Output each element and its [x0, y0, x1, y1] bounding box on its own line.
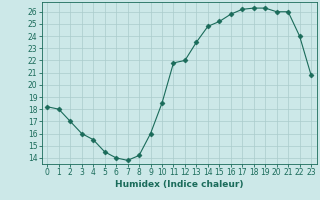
- X-axis label: Humidex (Indice chaleur): Humidex (Indice chaleur): [115, 180, 244, 189]
